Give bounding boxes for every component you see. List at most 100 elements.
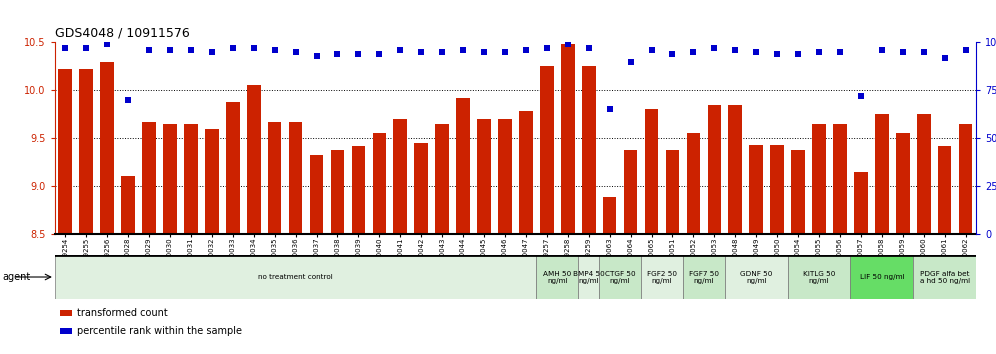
- Bar: [268, 122, 282, 234]
- Bar: [665, 149, 679, 234]
- Bar: [728, 105, 742, 234]
- Text: LIF 50 ng/ml: LIF 50 ng/ml: [860, 274, 904, 280]
- Point: [727, 47, 743, 53]
- Bar: [373, 133, 386, 234]
- Point: [811, 49, 827, 55]
- Point: [225, 45, 241, 51]
- Bar: [855, 171, 868, 234]
- Point: [581, 45, 597, 51]
- Text: transformed count: transformed count: [77, 308, 167, 318]
- Point: [204, 49, 220, 55]
- Text: PDGF alfa bet
a hd 50 ng/ml: PDGF alfa bet a hd 50 ng/ml: [919, 270, 970, 284]
- Point: [351, 51, 367, 57]
- Point: [392, 47, 408, 53]
- Text: BMP4 50
ng/ml: BMP4 50 ng/ml: [573, 270, 605, 284]
- Point: [685, 49, 701, 55]
- Text: FGF7 50
ng/ml: FGF7 50 ng/ml: [689, 270, 719, 284]
- Point: [183, 47, 199, 53]
- Bar: [623, 150, 637, 234]
- Bar: [122, 176, 134, 234]
- Bar: [579, 255, 600, 299]
- Bar: [644, 109, 658, 234]
- Point: [853, 93, 869, 99]
- Bar: [310, 155, 324, 234]
- Point: [706, 45, 722, 51]
- Text: no treatment control: no treatment control: [258, 274, 333, 280]
- Point: [769, 51, 785, 57]
- Bar: [959, 124, 972, 234]
- Point: [330, 51, 346, 57]
- Bar: [59, 69, 72, 234]
- Point: [915, 49, 931, 55]
- Point: [894, 49, 910, 55]
- Bar: [414, 143, 428, 234]
- Point: [121, 97, 136, 103]
- Bar: [456, 98, 470, 234]
- Bar: [393, 119, 407, 234]
- Point: [267, 47, 283, 53]
- Bar: [641, 255, 683, 299]
- Point: [497, 49, 513, 55]
- Bar: [770, 145, 784, 234]
- Point: [873, 47, 889, 53]
- Point: [643, 47, 659, 53]
- Bar: [917, 114, 930, 234]
- Bar: [603, 197, 617, 234]
- Text: agent: agent: [2, 272, 30, 282]
- Bar: [851, 255, 913, 299]
- Bar: [788, 255, 851, 299]
- Bar: [205, 129, 219, 234]
- Point: [246, 45, 262, 51]
- Point: [476, 49, 492, 55]
- Point: [162, 47, 178, 53]
- Text: CTGF 50
ng/ml: CTGF 50 ng/ml: [605, 270, 635, 284]
- Bar: [540, 67, 554, 234]
- Bar: [686, 133, 700, 234]
- Point: [602, 107, 618, 112]
- Point: [58, 45, 74, 51]
- Bar: [600, 255, 641, 299]
- Text: FGF2 50
ng/ml: FGF2 50 ng/ml: [647, 270, 677, 284]
- Point: [141, 47, 157, 53]
- Bar: [80, 69, 93, 234]
- Point: [664, 51, 680, 57]
- Text: AMH 50
ng/ml: AMH 50 ng/ml: [543, 270, 572, 284]
- Point: [832, 49, 848, 55]
- Bar: [896, 133, 909, 234]
- Bar: [331, 149, 345, 234]
- Point: [413, 49, 429, 55]
- Point: [79, 45, 95, 51]
- Text: GDS4048 / 10911576: GDS4048 / 10911576: [55, 27, 189, 40]
- Point: [957, 47, 973, 53]
- Text: KITLG 50
ng/ml: KITLG 50 ng/ml: [803, 270, 836, 284]
- Bar: [101, 62, 114, 234]
- Point: [288, 49, 304, 55]
- Bar: [812, 124, 826, 234]
- Bar: [477, 119, 491, 234]
- Bar: [875, 114, 888, 234]
- Bar: [537, 255, 579, 299]
- Bar: [435, 124, 449, 234]
- Bar: [683, 255, 725, 299]
- Text: GDNF 50
ng/ml: GDNF 50 ng/ml: [740, 270, 773, 284]
- Point: [748, 49, 764, 55]
- Point: [518, 47, 534, 53]
- Point: [622, 59, 638, 64]
- Bar: [791, 149, 805, 234]
- Bar: [834, 124, 847, 234]
- Point: [455, 47, 471, 53]
- Bar: [582, 67, 596, 234]
- Bar: [247, 85, 261, 234]
- Point: [936, 55, 952, 61]
- Point: [100, 41, 116, 47]
- Bar: [55, 255, 537, 299]
- Bar: [913, 255, 976, 299]
- Bar: [289, 122, 303, 234]
- Point: [790, 51, 806, 57]
- Bar: [184, 124, 197, 234]
- Bar: [519, 111, 533, 234]
- Point: [434, 49, 450, 55]
- Bar: [725, 255, 788, 299]
- Point: [372, 51, 387, 57]
- Point: [560, 41, 576, 47]
